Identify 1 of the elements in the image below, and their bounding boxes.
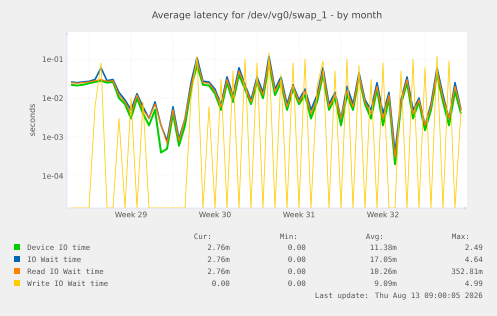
chart-title: Average latency for /dev/vg0/swap_1 - by month bbox=[152, 11, 382, 20]
